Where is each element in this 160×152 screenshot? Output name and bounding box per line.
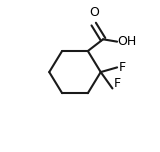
Text: F: F	[118, 61, 125, 74]
Text: OH: OH	[118, 35, 137, 48]
Text: O: O	[89, 6, 99, 19]
Text: F: F	[114, 77, 121, 90]
